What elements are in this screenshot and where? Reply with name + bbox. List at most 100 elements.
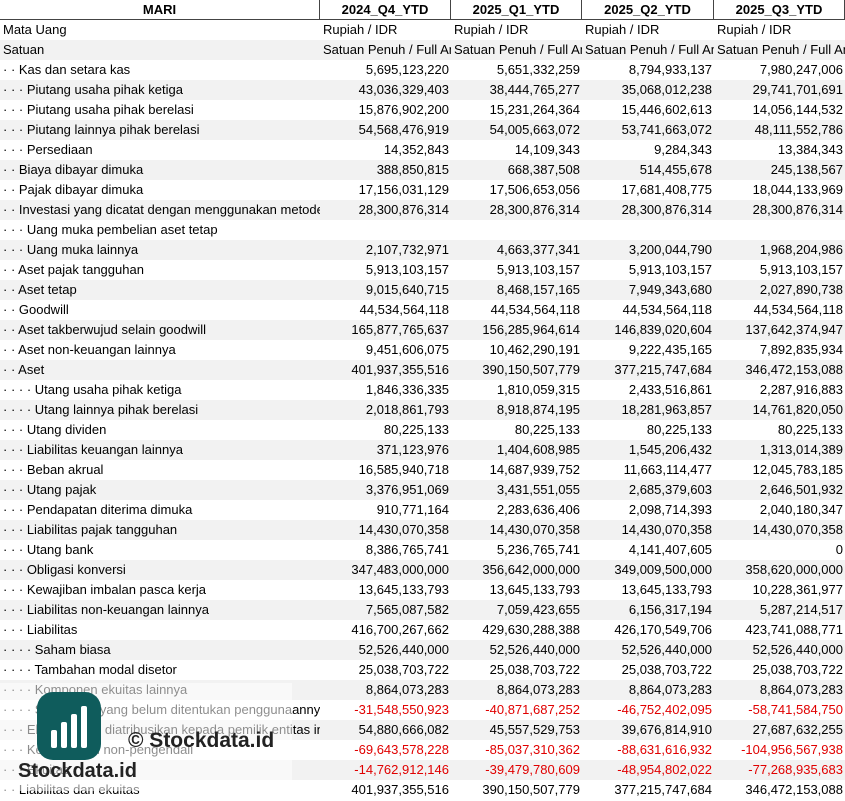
value-cell: 8,918,874,195: [496, 402, 580, 417]
value-cell: 29,741,701,691: [752, 82, 843, 97]
table-row: · · · · Utang usaha pihak ketiga 1,846,33…: [0, 380, 845, 400]
value-cell: 5,913,103,157: [628, 262, 712, 277]
value-cell: 668,387,508: [507, 162, 580, 177]
value-cell: 7,565,087,582: [365, 602, 449, 617]
value-cell: 9,222,435,165: [628, 342, 712, 357]
value-cell: 44,534,564,118: [753, 302, 843, 317]
value-cell: 416,700,267,662: [351, 622, 449, 637]
value-cell: 17,506,653,056: [489, 182, 580, 197]
header-cell: 2025_Q2_YTD: [582, 0, 714, 20]
value-cell: 14,430,070,358: [489, 522, 580, 537]
table-row: · · · Liabilitas pajak tangguhan 14,430,0…: [0, 520, 845, 540]
row-label: · · Aset takberwujud selain goodwill: [3, 322, 207, 337]
logo-bar: [81, 706, 87, 748]
value-cell: 52,526,440,000: [621, 642, 712, 657]
table-row: · · · Liabilitas keuangan lainnya 371,123…: [0, 440, 845, 460]
value-cell: 9,284,343: [654, 142, 712, 157]
value-cell: 5,651,332,259: [496, 62, 580, 77]
value-cell: Rupiah / IDR: [323, 22, 398, 37]
value-cell: 18,281,963,857: [621, 402, 712, 417]
table-row: · · · · Tambahan modal disetor 25,038,703…: [0, 660, 845, 680]
value-cell: -40,871,687,252: [485, 702, 580, 717]
value-cell: 358,620,000,000: [745, 562, 843, 577]
value-cell: 16,585,940,718: [358, 462, 449, 477]
table-row: · · · Utang dividen 80,225,133 80,225,133 8…: [0, 420, 845, 440]
row-label: · · Biaya dibayar dimuka: [3, 162, 144, 177]
table-row: · · · Piutang lainnya pihak berelasi 54,5…: [0, 120, 845, 140]
value-cell: 18,044,133,969: [752, 182, 843, 197]
value-cell: 15,231,264,364: [489, 102, 580, 117]
value-cell: 15,446,602,613: [621, 102, 712, 117]
row-label: · · · · Tambahan modal disetor: [3, 662, 177, 677]
table-row: · · Kas dan setara kas 5,695,123,220 5,651…: [0, 60, 845, 80]
value-cell: [320, 220, 451, 240]
value-cell: -48,954,802,022: [617, 762, 712, 777]
table-row: · · · Uang muka pembelian aset tetap: [0, 220, 845, 240]
value-cell: 3,431,551,055: [496, 482, 580, 497]
row-label: · · · Uang muka lainnya: [3, 242, 139, 257]
value-cell: 8,794,933,137: [628, 62, 712, 77]
value-cell: 4,663,377,341: [496, 242, 580, 257]
value-cell: 14,761,820,050: [752, 402, 843, 417]
value-cell: -39,479,780,609: [485, 762, 580, 777]
value-cell: 2,646,501,932: [759, 482, 843, 497]
value-cell: 1,404,608,985: [496, 442, 580, 457]
value-cell: 80,225,133: [646, 422, 712, 437]
table-row: · · Investasi yang dicatat dengan menggu…: [0, 200, 845, 220]
value-cell: -77,268,935,683: [748, 762, 843, 777]
value-cell: 7,059,423,655: [496, 602, 580, 617]
row-label: · · · Utang bank: [3, 542, 94, 557]
value-cell: 14,109,343: [514, 142, 580, 157]
header-cell: 2024_Q4_YTD: [320, 0, 451, 20]
value-cell: 39,676,814,910: [621, 722, 712, 737]
value-cell: 7,892,835,934: [759, 342, 843, 357]
value-cell: [714, 220, 845, 240]
value-cell: Satuan Penuh / Full Amount: [585, 42, 714, 57]
table-row: · · · Obligasi konversi 347,483,000,000 35…: [0, 560, 845, 580]
value-cell: 35,068,012,238: [621, 82, 712, 97]
row-label: · · Aset: [3, 362, 45, 377]
table-row: · · Aset takberwujud selain goodwill 165,…: [0, 320, 845, 340]
value-cell: -31,548,550,923: [354, 702, 449, 717]
value-cell: 165,877,765,637: [351, 322, 449, 337]
row-label: · · · Uang muka pembelian aset tetap: [3, 222, 218, 237]
value-cell: 14,430,070,358: [621, 522, 712, 537]
value-cell: 9,015,640,715: [365, 282, 449, 297]
row-label: · · Aset pajak tangguhan: [3, 262, 144, 277]
table-row: · · Biaya dibayar dimuka 388,850,815 668,3…: [0, 160, 845, 180]
value-cell: 2,287,916,883: [759, 382, 843, 397]
value-cell: 146,839,020,604: [614, 322, 712, 337]
value-cell: 7,949,343,680: [628, 282, 712, 297]
logo-bar: [51, 730, 57, 748]
value-cell: 371,123,976: [376, 442, 449, 457]
row-label: · · · Utang pajak: [3, 482, 97, 497]
row-label: · · · Persediaan: [3, 142, 93, 157]
value-cell: 2,040,180,347: [759, 502, 843, 517]
value-cell: 52,526,440,000: [752, 642, 843, 657]
value-cell: 4,141,407,605: [628, 542, 712, 557]
table-row: · · Aset non-keuangan lainnya 9,451,606,0…: [0, 340, 845, 360]
value-cell: -104,956,567,938: [741, 742, 843, 757]
value-cell: 388,850,815: [376, 162, 449, 177]
value-cell: 52,526,440,000: [358, 642, 449, 657]
value-cell: 8,864,073,283: [628, 682, 712, 697]
table-row: · · Pajak dibayar dimuka 17,156,031,129 17…: [0, 180, 845, 200]
table-row: Mata Uang Rupiah / IDR Rupiah / IDR Rupiah …: [0, 20, 845, 40]
value-cell: 5,287,214,517: [759, 602, 843, 617]
row-label: Mata Uang: [3, 22, 67, 37]
row-label: · · Aset non-keuangan lainnya: [3, 342, 176, 357]
value-cell: 346,472,153,088: [745, 362, 843, 377]
value-cell: 377,215,747,684: [614, 782, 712, 797]
row-label: Satuan: [3, 42, 45, 57]
value-cell: 80,225,133: [777, 422, 843, 437]
value-cell: 45,557,529,753: [489, 722, 580, 737]
table-row: · · · Utang pajak 3,376,951,069 3,431,551,…: [0, 480, 845, 500]
value-cell: 52,526,440,000: [489, 642, 580, 657]
value-cell: 1,313,014,389: [759, 442, 843, 457]
value-cell: [582, 220, 714, 240]
value-cell: 423,741,088,771: [745, 622, 843, 637]
value-cell: 5,913,103,157: [496, 262, 580, 277]
watermark-logo: [37, 692, 101, 760]
table-row: · · · Persediaan 14,352,843 14,109,343 9,28…: [0, 140, 845, 160]
